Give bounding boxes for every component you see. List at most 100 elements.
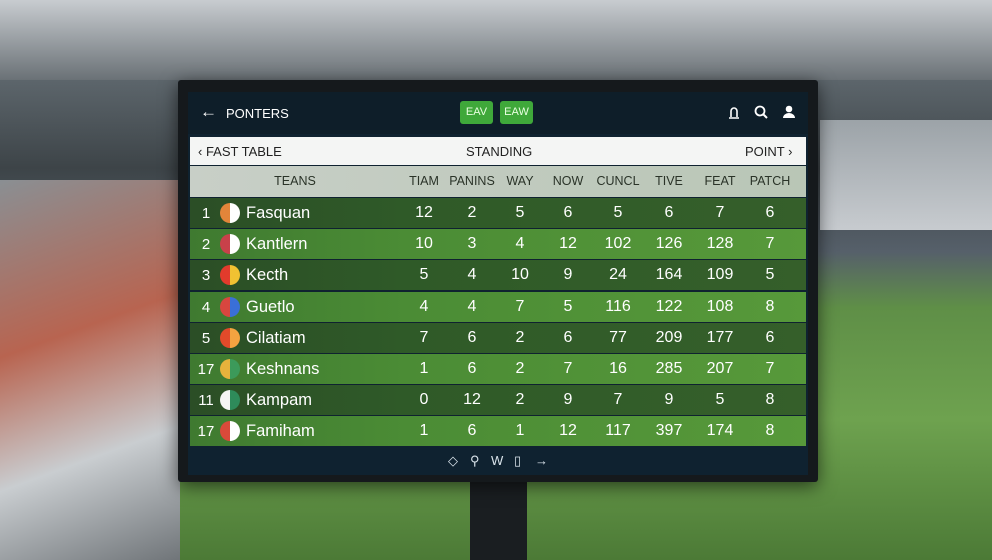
team-flag — [220, 359, 240, 379]
table-cell: 6 — [664, 204, 674, 221]
subheader-center: STANDING — [466, 144, 533, 159]
rank: 17 — [197, 423, 215, 441]
table-row: 4 Guetlo 4 4 7 5 116 122 108 8 — [190, 291, 806, 322]
header-button[interactable]: EAW — [500, 101, 533, 124]
team-name: Famiham — [246, 422, 315, 441]
table-cell: 122 — [655, 297, 683, 315]
table-cell: 116 — [605, 297, 631, 315]
rank: 17 — [197, 361, 215, 378]
table-cell: 174 — [706, 422, 734, 440]
table-cell: 285 — [655, 360, 683, 377]
table-cell: 12 — [415, 204, 433, 221]
team-flag — [220, 421, 240, 442]
column-label: TIAM — [409, 174, 439, 188]
rank: 5 — [201, 329, 211, 347]
column-label: PATCH — [749, 174, 791, 188]
table-row: 5 Cilatiam 7 6 2 6 77 209 177 6 — [190, 322, 806, 353]
table-row: 3 Kecth 5 4 10 9 24 164 109 5 — [190, 260, 806, 291]
table-cell: 24 — [609, 266, 627, 284]
table-cell: 6 — [765, 328, 775, 346]
table-cell: 5 — [613, 204, 623, 221]
table-row: 17 Famiham 1 6 1 12 117 397 174 8 — [190, 416, 806, 447]
table-cell: 6 — [765, 204, 775, 221]
table-cell: 10 — [415, 235, 433, 253]
table-row: 17 Keshnans 1 6 2 7 16 285 207 7 — [190, 354, 806, 384]
table-cell: 109 — [706, 266, 734, 284]
team-flag — [220, 203, 240, 223]
team-name: Keshnans — [246, 360, 320, 378]
table-cell: 6 — [467, 360, 477, 377]
table-cell: 10 — [511, 266, 529, 284]
table-cell: 0 — [419, 391, 429, 409]
table-cell: 117 — [605, 422, 631, 440]
table-cell: 6 — [467, 328, 477, 346]
table-cell: 4 — [419, 297, 429, 315]
table-cell: 12 — [463, 391, 481, 409]
table-cell: 8 — [765, 297, 775, 315]
table-cell: 2 — [515, 391, 525, 409]
table-cell: 5 — [765, 266, 775, 284]
table-cell: 16 — [609, 360, 627, 377]
stands — [0, 180, 180, 560]
column-label: FEAT — [704, 174, 736, 188]
table-cell: 6 — [563, 204, 573, 221]
header-title: PONTERS — [226, 106, 289, 121]
pole — [470, 482, 527, 560]
table-cell: 7 — [419, 328, 429, 346]
table-row: 1 Fasquan 12 2 5 6 5 6 7 6 — [190, 198, 806, 228]
team-name: Fasquan — [246, 204, 311, 222]
footer-icon[interactable]: ▯ — [514, 453, 522, 468]
team-flag — [220, 265, 240, 286]
team-name: Kampam — [246, 391, 313, 410]
table-cell: 397 — [655, 422, 683, 440]
header-icons — [729, 105, 795, 119]
rank: 11 — [198, 392, 214, 410]
subheader-right: POINT — [745, 144, 785, 159]
table-cell: 7 — [613, 391, 623, 409]
footer-icon[interactable]: → — [535, 453, 548, 468]
team-flag — [220, 390, 240, 411]
table-cell: 9 — [664, 391, 674, 409]
table-cell: 7 — [765, 235, 775, 253]
subheader-left: FAST TABLE — [205, 144, 282, 159]
footer-label[interactable]: W — [491, 453, 504, 468]
stadium-roof — [0, 0, 992, 80]
footer: ◇ ⚲ W ▯ → — [188, 447, 808, 475]
table-cell: 2 — [515, 328, 525, 346]
table-cell: 77 — [609, 328, 627, 346]
table-cell: 4 — [515, 235, 525, 253]
table-cell: 4 — [467, 297, 477, 315]
user-icon[interactable] — [785, 105, 793, 113]
header-button[interactable]: EAV — [460, 101, 493, 124]
table-cell: 5 — [419, 266, 429, 284]
table-cell: 2 — [467, 204, 477, 221]
team-name: Cilatiam — [246, 328, 306, 347]
bell-icon[interactable] — [729, 107, 739, 119]
table-cell: 126 — [655, 235, 683, 253]
column-label: PANINS — [449, 174, 495, 188]
search-icon[interactable] — [754, 105, 766, 117]
panel: ← PONTERS EAV EAW ‹ FAST TABLE STANDING … — [188, 92, 808, 475]
table-cell: 7 — [765, 360, 775, 377]
table-cell: 209 — [655, 328, 683, 346]
back-icon[interactable]: ← — [200, 102, 217, 121]
table-cell: 1 — [419, 360, 429, 377]
team-flag — [220, 234, 240, 255]
table-cell: 1 — [515, 422, 525, 440]
footer-icon[interactable]: ⚲ — [470, 453, 480, 468]
table-cell: 4 — [467, 266, 477, 284]
header: ← PONTERS EAV EAW — [188, 92, 808, 134]
table-cell: 5 — [715, 391, 725, 409]
table-cell: 108 — [706, 297, 734, 315]
table-cell: 8 — [765, 422, 775, 440]
table-cell: 12 — [559, 235, 577, 253]
table-cell: 7 — [563, 360, 573, 377]
table-cell: 9 — [563, 266, 573, 284]
rank: 1 — [201, 205, 211, 222]
nav-left[interactable]: ‹ FAST TABLE — [198, 144, 282, 159]
table-cell: 2 — [515, 360, 525, 377]
column-label: TEANS — [274, 174, 316, 188]
nav-right[interactable]: POINT › — [745, 144, 793, 159]
footer-icon[interactable]: ◇ — [448, 453, 458, 468]
